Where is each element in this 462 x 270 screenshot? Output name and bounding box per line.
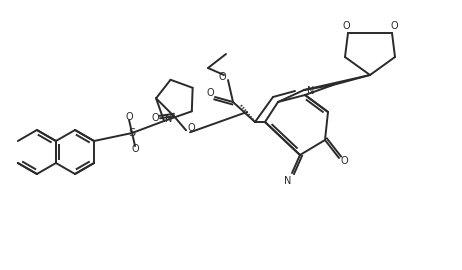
- Text: O: O: [151, 113, 159, 123]
- Text: O: O: [218, 72, 226, 82]
- Text: N: N: [165, 114, 173, 124]
- Text: N: N: [307, 86, 315, 96]
- Text: O: O: [125, 112, 133, 122]
- Text: O: O: [390, 21, 398, 31]
- Text: O: O: [206, 88, 214, 98]
- Text: O: O: [131, 144, 139, 154]
- Text: N: N: [284, 176, 292, 186]
- Text: O: O: [340, 156, 348, 166]
- Text: O: O: [187, 123, 195, 133]
- Text: O: O: [342, 21, 350, 31]
- Text: S: S: [128, 128, 136, 138]
